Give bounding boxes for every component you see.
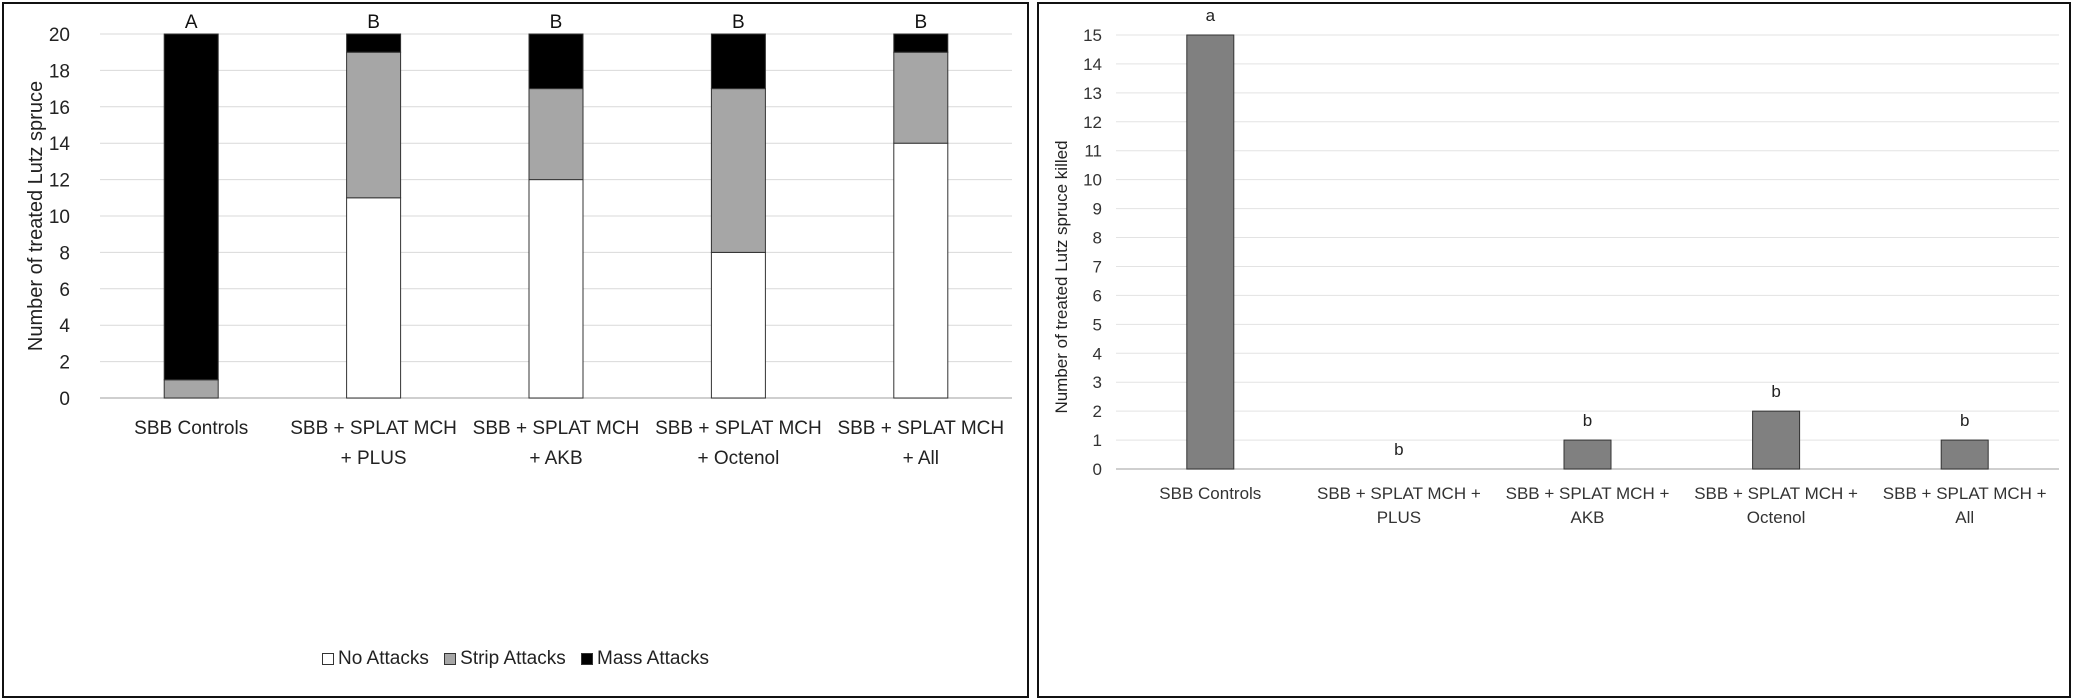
significance-letter: B bbox=[732, 12, 745, 33]
x-tick-label: Octenol bbox=[1747, 508, 1806, 527]
y-tick-label: 10 bbox=[49, 207, 70, 228]
x-tick-label: + Octenol bbox=[697, 448, 779, 469]
y-tick-label: 6 bbox=[59, 280, 70, 301]
bar-mass-attacks bbox=[710, 33, 766, 90]
legend-label-mass-attacks: Mass Attacks bbox=[597, 648, 709, 669]
y-tick-label: 11 bbox=[1084, 142, 1102, 161]
x-tick-label: SBB + SPLAT MCH + bbox=[1506, 484, 1670, 503]
x-tick-label: SBB + SPLAT MCH bbox=[837, 418, 1004, 439]
x-tick-label: All bbox=[1955, 508, 1974, 527]
bar-no-attacks bbox=[893, 142, 949, 399]
y-tick-label: 18 bbox=[49, 61, 70, 82]
y-tick-label: 13 bbox=[1083, 84, 1102, 103]
significance-letter: A bbox=[185, 12, 198, 33]
y-tick-label: 4 bbox=[59, 316, 70, 337]
y-tick-label: 14 bbox=[1083, 55, 1102, 74]
stacked-attacks-chart: 0 2 4 6 8 10 12 14 16 18 20 A SBB Controls B SBB + SPL… bbox=[25, 12, 1012, 469]
bar-no-attacks bbox=[528, 179, 584, 399]
bar-mass-attacks bbox=[163, 33, 219, 381]
y-tick-label: 16 bbox=[49, 98, 70, 119]
x-tick-label: SBB + SPLAT MCH bbox=[290, 418, 457, 439]
x-tick-label: SBB + SPLAT MCH bbox=[655, 418, 822, 439]
bar-mass-attacks bbox=[528, 33, 584, 90]
significance-letter: b bbox=[1771, 382, 1780, 401]
x-tick-label: SBB + SPLAT MCH + bbox=[1317, 484, 1481, 503]
bar-mass-attacks bbox=[893, 33, 949, 53]
y-tick-label: 2 bbox=[1093, 402, 1102, 421]
y-tick-label: 7 bbox=[1093, 257, 1102, 276]
x-tick-label: SBB + SPLAT MCH + bbox=[1694, 484, 1858, 503]
bar-no-attacks bbox=[710, 251, 766, 399]
y-tick-label: 5 bbox=[1093, 315, 1102, 334]
bar-strip-attacks bbox=[710, 88, 766, 253]
killed-trees-chart-panel: 0 1 2 3 4 5 6 7 8 9 10 11 12 13 14 15 a SBB Controls b SBB … bbox=[1037, 2, 2071, 698]
y-tick-label: 14 bbox=[49, 134, 71, 155]
y-tick-label: 12 bbox=[1083, 113, 1102, 132]
significance-letter: B bbox=[367, 12, 380, 33]
legend-item-no-attacks: No Attacks bbox=[322, 648, 429, 670]
bar-strip-attacks bbox=[528, 88, 584, 181]
bar-killed bbox=[1940, 439, 1989, 470]
significance-letter: B bbox=[550, 12, 563, 33]
bar-killed bbox=[1186, 34, 1235, 470]
legend-item-strip-attacks: Strip Attacks bbox=[444, 648, 566, 670]
significance-letter: a bbox=[1206, 6, 1216, 25]
legend-swatch-no-attacks bbox=[322, 653, 335, 665]
x-tick-label: SBB Controls bbox=[134, 418, 248, 439]
x-tick-label: SBB + SPLAT MCH bbox=[473, 418, 640, 439]
legend-swatch-mass-attacks bbox=[581, 653, 594, 665]
y-tick-label: 0 bbox=[1093, 460, 1102, 479]
y-tick-label: 12 bbox=[49, 171, 70, 192]
bar-strip-attacks bbox=[163, 379, 219, 399]
legend-item-mass-attacks: Mass Attacks bbox=[581, 648, 709, 670]
x-tick-label: + All bbox=[903, 448, 939, 469]
legend-swatch-strip-attacks bbox=[444, 653, 457, 665]
bar-strip-attacks bbox=[893, 51, 949, 144]
y-tick-label: 0 bbox=[59, 389, 70, 410]
bar-killed bbox=[1752, 410, 1801, 470]
significance-letter: b bbox=[1394, 440, 1403, 459]
x-tick-label: + PLUS bbox=[341, 448, 407, 469]
y-tick-label: 9 bbox=[1093, 200, 1102, 219]
bar-mass-attacks bbox=[346, 33, 402, 53]
y-tick-label: 10 bbox=[1083, 171, 1102, 190]
y-tick-label: 6 bbox=[1093, 286, 1102, 305]
significance-letter: b bbox=[1960, 411, 1969, 430]
y-tick-label: 1 bbox=[1093, 431, 1102, 450]
stacked-attacks-chart-panel: 0 2 4 6 8 10 12 14 16 18 20 A SBB Controls B SBB + SPL… bbox=[2, 2, 1029, 698]
bar-no-attacks bbox=[346, 197, 402, 399]
y-tick-label: 3 bbox=[1093, 373, 1102, 392]
significance-letter: b bbox=[1583, 411, 1592, 430]
y-tick-label: 8 bbox=[1093, 229, 1102, 248]
x-tick-label: AKB bbox=[1570, 508, 1604, 527]
legend-label-no-attacks: No Attacks bbox=[338, 648, 429, 669]
y-axis-title: Number of treated Lutz spruce bbox=[25, 81, 47, 351]
y-axis-title: Number of treated Lutz spruce killed bbox=[1052, 140, 1071, 413]
y-tick-label: 15 bbox=[1083, 26, 1102, 45]
x-tick-label: PLUS bbox=[1377, 508, 1421, 527]
y-tick-label: 4 bbox=[1093, 344, 1102, 363]
y-tick-label: 2 bbox=[59, 353, 70, 374]
x-tick-label: SBB + SPLAT MCH + bbox=[1883, 484, 2047, 503]
y-tick-label: 20 bbox=[49, 25, 70, 46]
x-tick-label: SBB Controls bbox=[1159, 484, 1261, 503]
bar-strip-attacks bbox=[346, 51, 402, 199]
significance-letter: B bbox=[914, 12, 927, 33]
chart-legend: No Attacks Strip Attacks Mass Attacks bbox=[4, 648, 1027, 671]
bar-killed bbox=[1563, 439, 1612, 470]
y-tick-label: 8 bbox=[59, 243, 70, 264]
legend-label-strip-attacks: Strip Attacks bbox=[460, 648, 566, 669]
x-tick-label: + AKB bbox=[529, 448, 582, 469]
